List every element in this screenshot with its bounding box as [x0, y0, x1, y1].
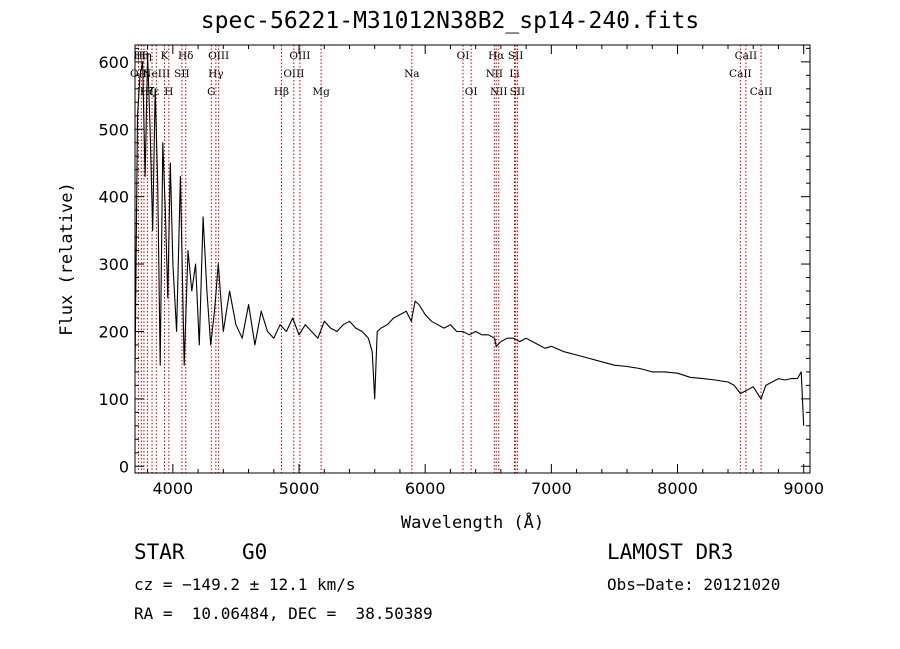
line-label-9: Hδ [178, 50, 193, 62]
line-label-25: SII [510, 86, 526, 98]
y-tick-label-4: 400 [98, 188, 129, 207]
line-label-24: SII [508, 50, 524, 62]
y-axis-label: Flux (relative) [57, 182, 77, 336]
y-tick-label-0: 0 [119, 457, 129, 476]
line-label-20: NII [486, 68, 503, 80]
line-label-18: OI [457, 50, 470, 62]
x-tick-label-5: 9000 [783, 479, 824, 498]
line-label-14: OIII [283, 68, 304, 80]
object-subclass: G0 [242, 540, 268, 564]
line-label-1: Hθ [134, 50, 149, 62]
line-label-7: H [164, 86, 173, 98]
line-label-8: SII [174, 68, 190, 80]
line-label-28: CaII [750, 86, 773, 98]
y-tick-label-1: 100 [98, 390, 129, 409]
line-label-12: OIII [208, 50, 229, 62]
line-label-27: CaII [735, 50, 758, 62]
x-tick-label-0: 4000 [152, 479, 193, 498]
survey-label: LAMOST DR3 [607, 540, 734, 564]
line-label-22: NII [490, 86, 507, 98]
line-label-15: OIII [289, 50, 310, 62]
line-label-10: G [207, 86, 215, 98]
x-tick-label-2: 6000 [405, 479, 446, 498]
y-tick-label-5: 500 [98, 120, 129, 139]
line-label-26: CaII [729, 68, 752, 80]
line-label-5: NeIII [142, 68, 170, 80]
line-label-23: Li [509, 68, 520, 80]
observation-date: Obs−Date: 20121020 [607, 575, 781, 594]
x-tick-label-3: 7000 [531, 479, 572, 498]
spectrum-line [134, 54, 805, 426]
line-label-11: Hγ [208, 68, 223, 80]
line-label-2: Hη [136, 50, 151, 62]
x-tick-label-4: 8000 [657, 479, 698, 498]
line-label-17: Na [404, 68, 419, 80]
x-tick-label-1: 5000 [279, 479, 320, 498]
line-label-6: K [161, 50, 169, 62]
line-label-16: Mg [312, 86, 330, 98]
line-label-21: Hα [488, 50, 504, 62]
redshift-cz: cz = −149.2 ± 12.1 km/s [134, 575, 356, 594]
chart-title: spec-56221-M31012N38B2_sp14-240.fits [200, 8, 700, 34]
x-axis-label: Wavelength (Å) [401, 511, 544, 533]
line-label-19: OI [465, 86, 478, 98]
object-class: STAR [134, 540, 185, 564]
y-tick-label-2: 200 [98, 322, 129, 341]
ra-dec: RA = 10.06484, DEC = 38.50389 [134, 604, 433, 623]
y-tick-label-6: 600 [98, 53, 129, 72]
plot-frame [134, 44, 811, 474]
line-label-13: Hβ [274, 86, 289, 98]
y-tick-label-3: 300 [98, 255, 129, 274]
